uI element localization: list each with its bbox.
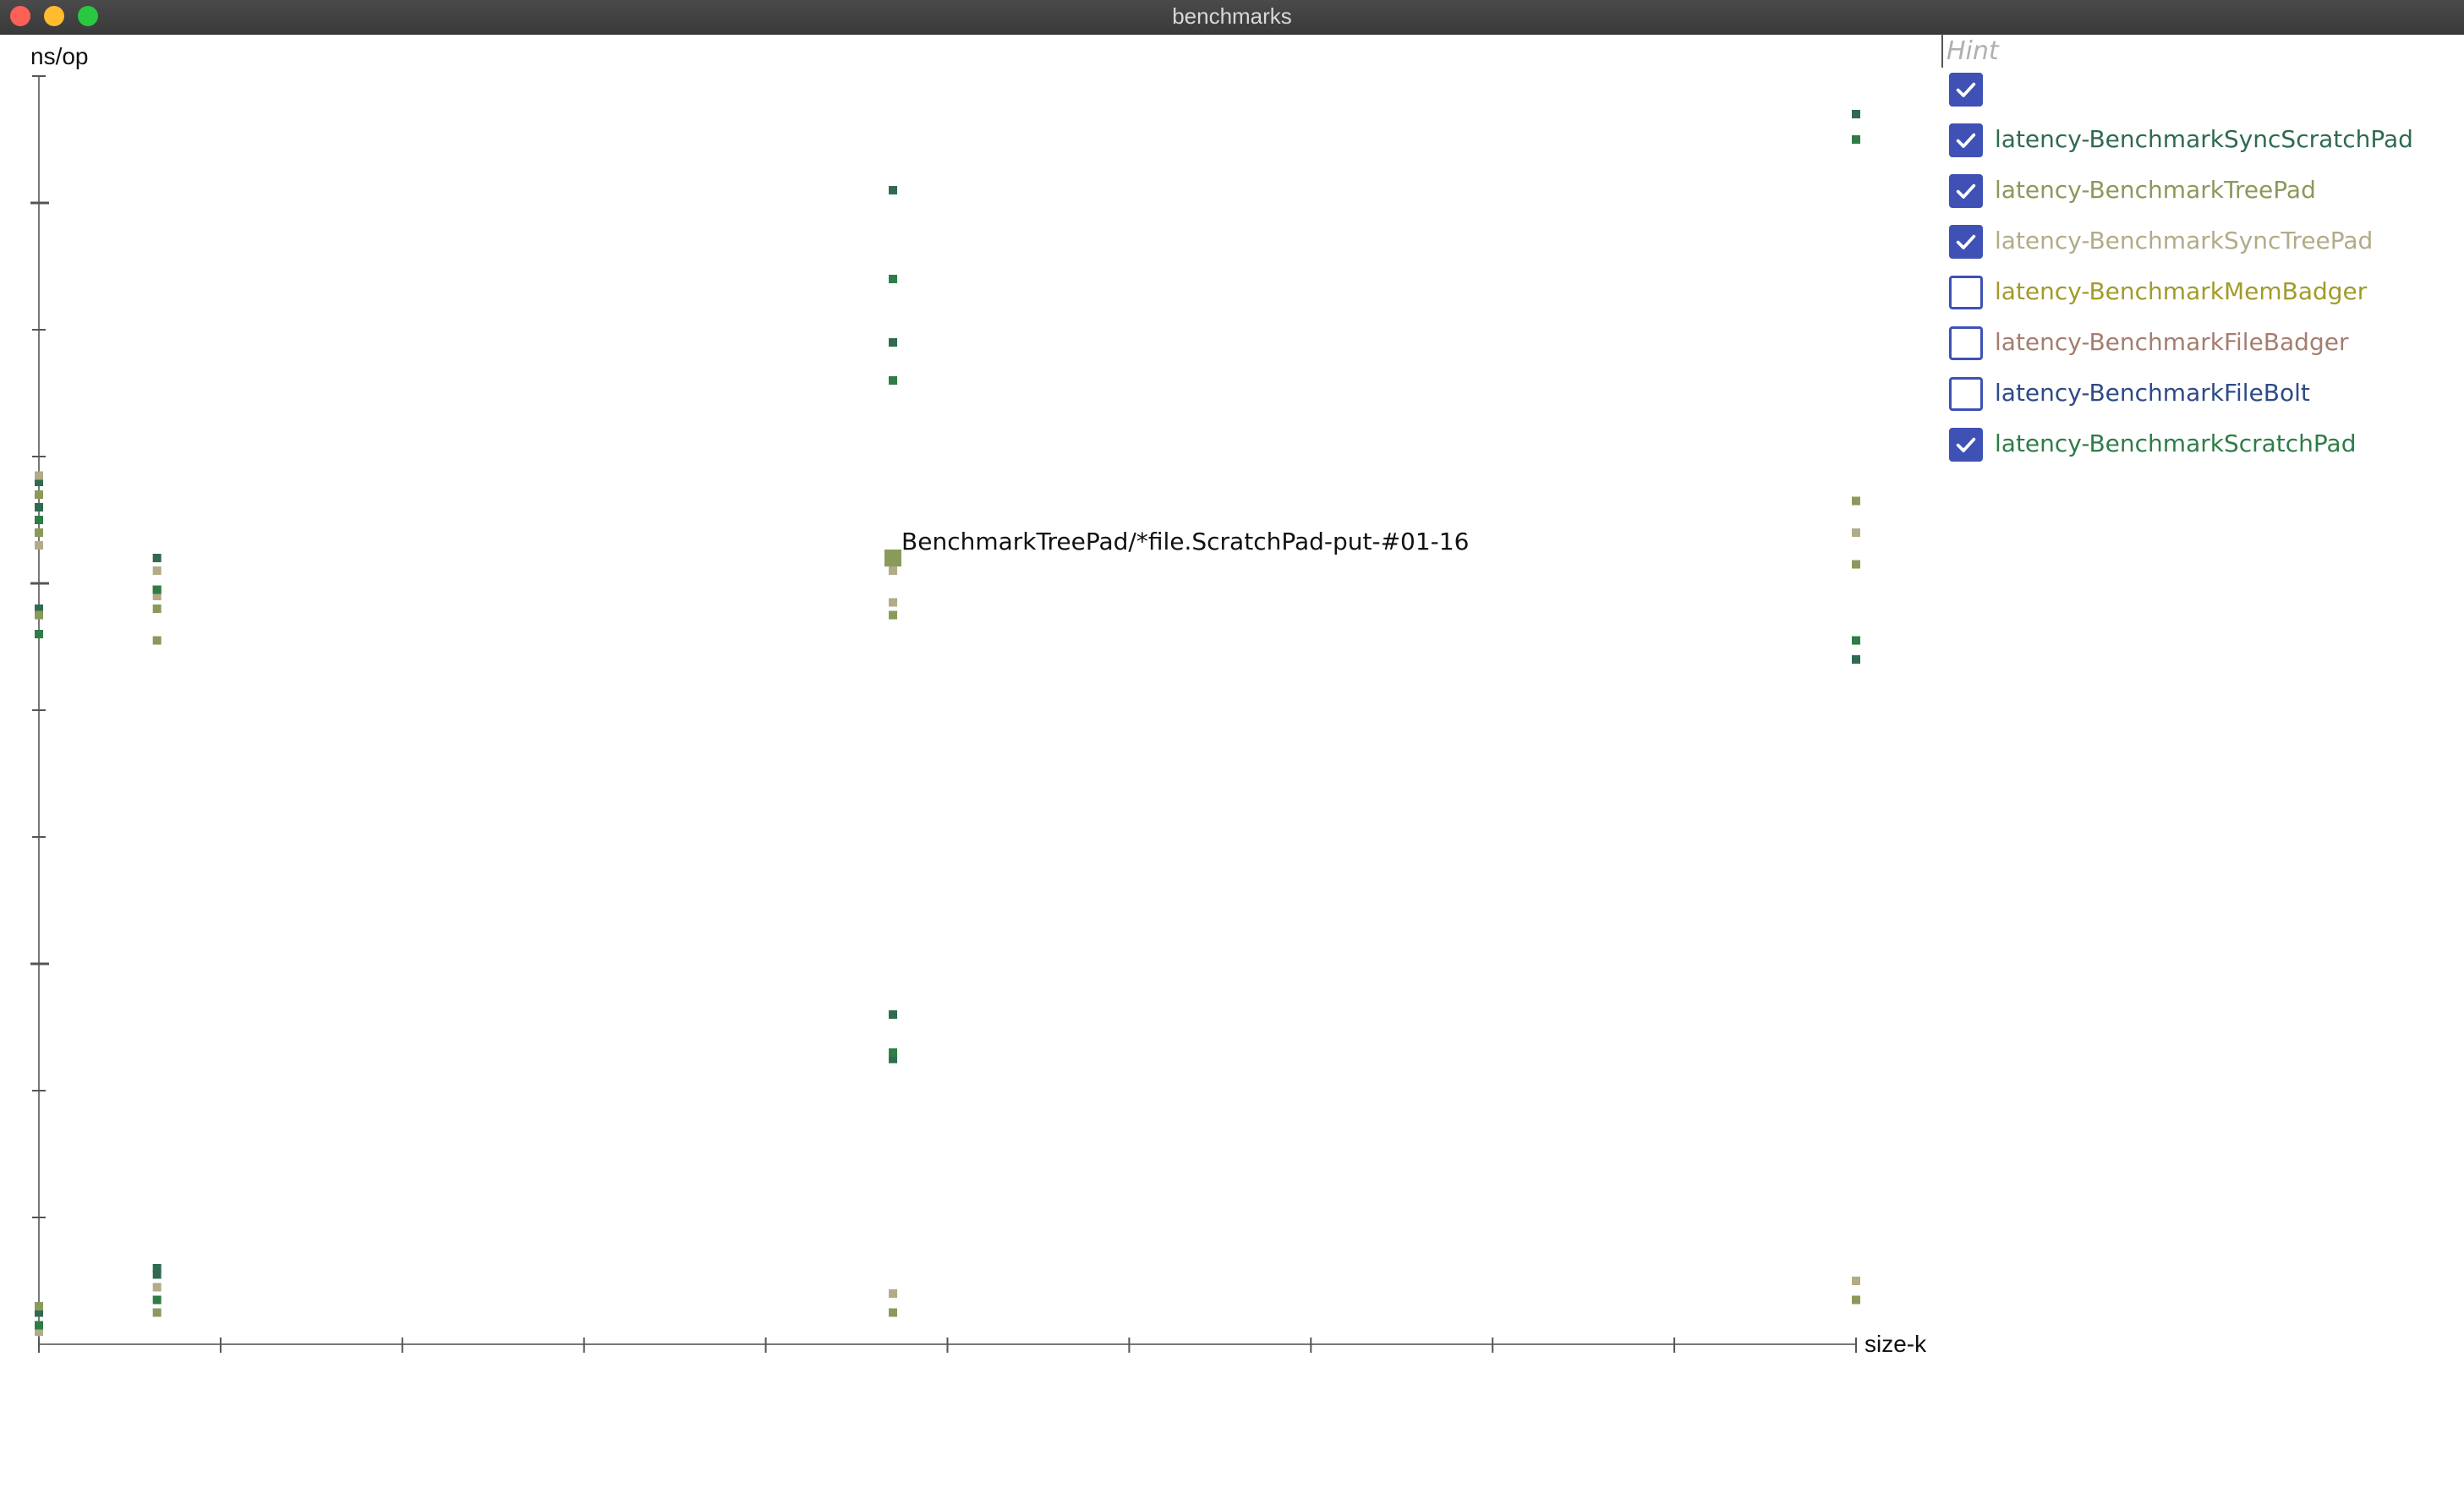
scatter-point[interactable]: [35, 503, 43, 512]
scatter-point[interactable]: [35, 516, 43, 524]
scatter-point[interactable]: [1852, 528, 1860, 537]
x-axis-ticks: [38, 1338, 1857, 1353]
scatter-point[interactable]: [1852, 560, 1860, 569]
scatter-point[interactable]: [889, 376, 898, 385]
close-window-button[interactable]: [10, 6, 30, 26]
scatter-point[interactable]: [35, 541, 43, 550]
legend-checkbox[interactable]: [1949, 123, 1983, 157]
scatter-point[interactable]: [889, 275, 898, 283]
point-tooltip: BenchmarkTreePad/*file.ScratchPad-put-#0…: [901, 528, 1469, 555]
scatter-point[interactable]: [35, 604, 43, 613]
scatter-point[interactable]: [1852, 135, 1860, 144]
scatter-point[interactable]: [1852, 655, 1860, 664]
checkmark-icon: [1956, 183, 1976, 199]
legend-checkbox[interactable]: [1949, 326, 1983, 360]
scatter-point[interactable]: [152, 636, 162, 645]
scatter-point[interactable]: [35, 1302, 43, 1310]
scatter-point[interactable]: [35, 528, 43, 537]
scatter-point[interactable]: [35, 471, 43, 480]
scatter-point[interactable]: [152, 604, 162, 613]
scatter-point[interactable]: [35, 630, 43, 638]
highlighted-point[interactable]: [884, 550, 902, 566]
legend-label: latency-BenchmarkTreePad: [1995, 176, 2316, 204]
scatter-point[interactable]: [152, 554, 162, 562]
scatter-point[interactable]: [152, 592, 162, 600]
scatter-point[interactable]: [1852, 1295, 1860, 1305]
data-points: [35, 110, 1860, 1336]
scatter-point[interactable]: [152, 1283, 162, 1292]
scatter-point[interactable]: [889, 1289, 898, 1298]
scatter-point[interactable]: [1852, 636, 1860, 645]
legend-checkbox[interactable]: [1949, 377, 1983, 411]
legend-label: latency-BenchmarkScratchPad: [1995, 429, 2357, 457]
legend-label: latency-BenchmarkMemBadger: [1995, 277, 2368, 305]
scatter-point[interactable]: [152, 1264, 162, 1272]
legend-label: latency-BenchmarkSyncTreePad: [1995, 227, 2374, 254]
checkmark-icon: [1956, 234, 1976, 249]
scatter-point[interactable]: [889, 338, 898, 347]
scatter-point[interactable]: [152, 1308, 162, 1317]
scatter-point[interactable]: [889, 610, 898, 620]
minimize-window-button[interactable]: [44, 6, 64, 26]
scatter-point[interactable]: [35, 1327, 43, 1336]
legend-checkbox[interactable]: [1949, 276, 1983, 309]
scatter-point[interactable]: [35, 490, 43, 499]
scatter-chart[interactable]: ns/op size-k BenchmarkTreePad/*file.Scra…: [0, 34, 1941, 1488]
scatter-point[interactable]: [889, 1054, 898, 1064]
scatter-point[interactable]: [152, 1270, 162, 1279]
legend-checkbox[interactable]: [1949, 225, 1983, 259]
window-title: benchmarks: [1172, 3, 1292, 29]
checkmark-icon: [1956, 133, 1976, 148]
scatter-point[interactable]: [35, 478, 43, 486]
scatter-point[interactable]: [1852, 110, 1860, 118]
scatter-point[interactable]: [889, 1010, 898, 1019]
scatter-point[interactable]: [889, 566, 898, 575]
scatter-point[interactable]: [35, 610, 43, 620]
legend-checkbox[interactable]: [1949, 73, 1983, 107]
y-axis-ticks: [30, 75, 49, 1218]
scatter-point[interactable]: [889, 1308, 898, 1317]
scatter-point[interactable]: [152, 585, 162, 594]
legend-checkbox[interactable]: [1949, 428, 1983, 462]
legend-label: latency-BenchmarkFileBolt: [1995, 379, 2310, 407]
x-axis-label: size-k: [1864, 1331, 1927, 1357]
maximize-window-button[interactable]: [78, 6, 98, 26]
scatter-point[interactable]: [889, 1048, 898, 1057]
legend-label: latency-BenchmarkSyncScratchPad: [1995, 125, 2413, 153]
title-bar: benchmarks: [0, 0, 2464, 35]
scatter-point[interactable]: [889, 186, 898, 194]
legend-checkbox[interactable]: [1949, 174, 1983, 208]
checkmark-icon: [1956, 82, 1976, 97]
y-axis-label: ns/op: [30, 43, 89, 69]
scatter-point[interactable]: [1852, 1277, 1860, 1285]
hint-input[interactable]: [1941, 34, 2420, 68]
scatter-point[interactable]: [152, 566, 162, 575]
scatter-point[interactable]: [152, 1295, 162, 1305]
scatter-point[interactable]: [35, 1321, 43, 1330]
scatter-point[interactable]: [889, 598, 898, 607]
scatter-point[interactable]: [35, 1308, 43, 1317]
checkmark-icon: [1956, 437, 1976, 452]
legend-label: latency-BenchmarkFileBadger: [1995, 328, 2349, 356]
scatter-point[interactable]: [1852, 496, 1860, 506]
